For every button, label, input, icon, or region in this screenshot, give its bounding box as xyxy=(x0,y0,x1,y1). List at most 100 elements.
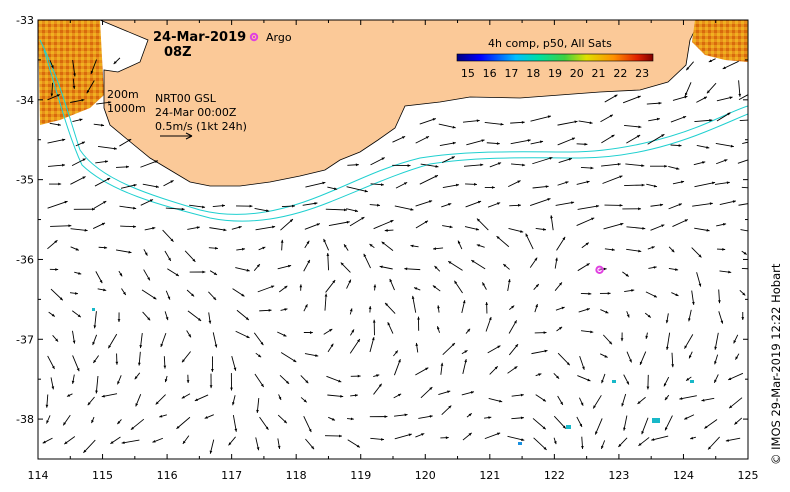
current-vector-arrow xyxy=(164,250,172,262)
current-vector-arrow xyxy=(579,355,585,370)
argo-legend-label: Argo xyxy=(266,31,292,44)
current-vector-arrow xyxy=(557,181,569,186)
x-tick-label: 118 xyxy=(286,469,307,482)
current-vector-arrow xyxy=(231,355,237,371)
current-vector-arrow xyxy=(471,259,486,270)
current-vector-arrow xyxy=(485,302,489,314)
current-vector-arrow xyxy=(719,270,732,274)
current-vector-arrow xyxy=(696,145,710,149)
current-vector-arrow xyxy=(442,183,460,188)
current-vector-arrow xyxy=(379,265,393,270)
current-vector-arrow xyxy=(50,288,64,301)
current-vector-arrow xyxy=(553,415,567,429)
current-vector-arrow xyxy=(626,248,642,253)
current-vector-arrow xyxy=(714,354,719,365)
current-vector-arrow xyxy=(738,203,748,206)
current-vector-arrow xyxy=(464,226,480,231)
current-vector-arrow xyxy=(370,183,384,186)
current-vector-arrow xyxy=(484,416,492,419)
current-vector-arrow xyxy=(624,289,635,293)
current-vector-arrow xyxy=(622,271,630,277)
current-vector-arrow xyxy=(231,225,242,230)
current-vector-arrow xyxy=(647,246,655,250)
current-vector-arrow xyxy=(49,60,54,69)
current-vector-arrow xyxy=(594,418,603,435)
x-tick-label: 123 xyxy=(608,469,629,482)
current-vector-arrow xyxy=(164,311,169,321)
current-vector-arrow xyxy=(592,395,602,409)
current-vector-arrow xyxy=(369,337,375,353)
current-vector-arrow xyxy=(580,330,594,334)
current-vector-arrow xyxy=(94,177,111,187)
current-vector-arrow xyxy=(461,349,468,355)
x-tick-label: 124 xyxy=(673,469,694,482)
colorbar-tick-label: 17 xyxy=(504,67,518,80)
current-vector-arrow xyxy=(727,372,744,381)
current-vector-arrow xyxy=(530,198,551,206)
current-vector-arrow xyxy=(137,351,141,366)
current-vector-arrow xyxy=(432,247,444,251)
current-vector-arrow xyxy=(384,302,396,314)
current-vector-arrow xyxy=(454,280,463,294)
current-vector-arrow xyxy=(110,436,121,445)
current-vector-arrow xyxy=(47,163,66,167)
contour-label-1000m: 1000m xyxy=(107,102,146,115)
current-vector-arrow xyxy=(280,308,288,311)
current-vector-arrow xyxy=(691,290,695,305)
current-vector-arrow xyxy=(70,228,88,232)
current-vector-arrow xyxy=(346,208,359,213)
current-vector-arrow xyxy=(395,181,408,189)
current-vector-arrow xyxy=(304,223,321,230)
current-vector-arrow xyxy=(694,227,710,232)
current-vector-arrow xyxy=(420,163,439,168)
current-vector-arrow xyxy=(235,330,250,339)
colorbar-tick-label: 22 xyxy=(613,67,627,80)
current-vector-arrow xyxy=(115,165,130,169)
current-vector-arrow xyxy=(557,120,578,126)
current-vector-arrow xyxy=(350,329,355,336)
current-vector-arrow xyxy=(142,183,159,188)
current-vector-arrow xyxy=(176,416,191,430)
current-vector-arrow xyxy=(626,351,632,363)
current-vector-arrow xyxy=(73,207,95,211)
sst-pixel xyxy=(612,380,616,383)
current-vector-arrow xyxy=(50,224,72,228)
current-vector-arrow xyxy=(578,397,584,406)
current-vector-arrow xyxy=(305,181,326,188)
current-vector-arrow xyxy=(143,269,151,281)
colorbar-gradient xyxy=(456,53,654,62)
y-axis-labels: -33 -34 -35 -36 -37 -38 xyxy=(16,14,34,426)
current-vector-arrow xyxy=(442,156,455,163)
x-tick-label: 125 xyxy=(738,469,759,482)
current-vector-arrow xyxy=(646,374,650,390)
vector-scale-label: 0.5m/s (1kt 24h) xyxy=(155,120,247,133)
current-vector-arrow xyxy=(140,160,159,168)
current-vector-arrow xyxy=(668,203,683,210)
current-vector-arrow xyxy=(663,376,670,387)
current-vector-arrow xyxy=(392,164,411,167)
current-vector-arrow xyxy=(672,180,685,185)
sst-pixel xyxy=(518,442,522,445)
current-vector-arrow xyxy=(533,283,540,291)
current-vector-arrow xyxy=(121,288,127,296)
current-vector-arrow xyxy=(533,437,547,451)
x-axis-labels: 114 115 116 117 118 119 120 121 122 123 124 125 xyxy=(28,469,759,482)
current-vector-arrow xyxy=(415,135,430,144)
current-vector-arrow xyxy=(511,163,526,167)
current-vector-arrow xyxy=(511,393,524,397)
land-mass xyxy=(99,20,701,187)
current-vector-arrow xyxy=(72,118,83,123)
current-vector-arrow xyxy=(415,200,433,207)
current-vector-arrow xyxy=(372,319,376,336)
current-vector-arrow xyxy=(91,416,95,424)
current-vector-arrow xyxy=(684,414,695,420)
current-vector-arrow xyxy=(670,144,682,147)
current-vector-arrow xyxy=(461,300,466,314)
current-vector-arrow xyxy=(525,233,534,250)
current-vector-arrow xyxy=(47,200,68,209)
current-vector-arrow xyxy=(62,414,71,426)
current-vector-arrow xyxy=(159,414,167,418)
current-vector-arrow xyxy=(303,416,312,433)
current-vector-arrow xyxy=(130,418,145,431)
x-tick-label: 117 xyxy=(221,469,242,482)
